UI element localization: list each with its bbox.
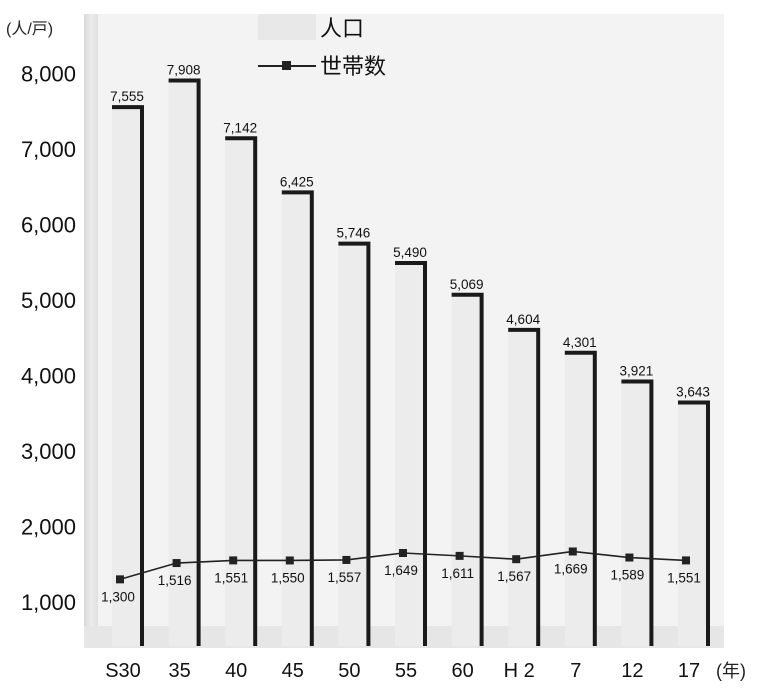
bar-edge xyxy=(395,261,427,646)
legend-line-label: 世帯数 xyxy=(320,54,386,79)
legend-line-marker xyxy=(282,61,291,70)
bar xyxy=(564,352,595,646)
x-tick-label: 45 xyxy=(282,660,304,682)
line-marker xyxy=(682,556,690,565)
y-tick-label: 2,000 xyxy=(21,515,76,540)
y-tick-label: 4,000 xyxy=(21,364,76,389)
bar-value-label: 7,555 xyxy=(110,89,144,104)
bar-value-label: 5,490 xyxy=(393,245,427,260)
bar-edge xyxy=(508,327,541,646)
line-marker xyxy=(229,556,238,565)
y-tick-label: 6,000 xyxy=(21,213,76,238)
legend: 人口 世帯数 xyxy=(258,14,386,79)
bar xyxy=(451,294,482,646)
y-tick-label: 8,000 xyxy=(21,62,76,87)
bar-edge xyxy=(281,190,314,646)
y-unit-label: (人/戸) xyxy=(6,20,53,38)
x-tick-label: 55 xyxy=(395,660,417,682)
bar-value-label: 7,908 xyxy=(167,62,201,77)
line-value-label: 1,567 xyxy=(497,569,531,584)
line-marker xyxy=(342,555,351,564)
x-tick-label: 60 xyxy=(451,660,473,682)
x-tick-label: 35 xyxy=(168,660,190,682)
bar-value-label: 3,921 xyxy=(620,363,654,378)
bar-value-label: 5,069 xyxy=(450,277,484,292)
bar-edge xyxy=(678,400,710,646)
x-axis-ticks: S30 35 40 45 50 55 60 H 2 7 12 17 xyxy=(105,660,700,682)
x-tick-label: 7 xyxy=(570,660,581,682)
line-value-label: 1,669 xyxy=(554,561,588,576)
bar xyxy=(678,402,708,646)
line-marker xyxy=(172,559,181,568)
line-value-label: 1,589 xyxy=(611,568,645,583)
line-marker xyxy=(116,575,124,584)
plot-backdrop-left-strip xyxy=(84,14,98,646)
line-series xyxy=(116,547,690,584)
bar xyxy=(168,80,199,647)
line-value-label: 1,557 xyxy=(328,570,362,585)
bar-edge xyxy=(338,241,371,646)
line-marker xyxy=(455,551,464,560)
x-tick-label: S30 xyxy=(105,660,141,682)
line-marker xyxy=(512,555,521,564)
x-unit-label: (年) xyxy=(716,661,746,681)
bar-value-label: 4,301 xyxy=(563,335,597,350)
x-tick-label: 12 xyxy=(621,660,643,682)
bar xyxy=(395,263,425,646)
bar xyxy=(112,107,142,646)
y-tick-label: 3,000 xyxy=(21,439,76,464)
bar-edge xyxy=(621,379,654,646)
line-value-label: 1,550 xyxy=(271,570,305,585)
bar-edge xyxy=(168,78,201,646)
bar-edge xyxy=(112,105,144,646)
legend-bar-label: 人口 xyxy=(320,16,364,41)
line-value-labels: 1,300 1,516 1,551 1,550 1,557 1,649 1,611 1,567… xyxy=(101,561,701,604)
bar-value-label: 5,746 xyxy=(337,226,371,241)
y-tick-label: 7,000 xyxy=(21,137,76,162)
x-tick-label: 50 xyxy=(338,660,360,682)
line-value-label: 1,551 xyxy=(214,570,248,585)
bar-value-label: 7,142 xyxy=(223,120,257,135)
x-tick-label: 40 xyxy=(225,660,247,682)
bar-edge xyxy=(225,136,258,646)
x-tick-label: 17 xyxy=(678,660,700,682)
bar xyxy=(508,329,539,646)
y-tick-label: 1,000 xyxy=(21,590,76,615)
line-marker xyxy=(399,549,407,558)
y-axis-ticks: 1,000 2,000 3,000 4,000 5,000 6,000 7,000 8,000 xyxy=(21,62,76,616)
legend-bar-swatch xyxy=(258,14,316,40)
y-tick-label: 5,000 xyxy=(21,288,76,313)
bar-value-labels: 7,555 7,908 7,142 6,425 5,746 5,490 5,069 4,604… xyxy=(110,62,710,399)
bar xyxy=(281,192,312,646)
line-marker xyxy=(625,553,634,562)
x-tick-label: H 2 xyxy=(504,660,535,682)
bar xyxy=(338,243,369,646)
line-value-label: 1,516 xyxy=(158,573,192,588)
line-value-label: 1,649 xyxy=(384,563,418,578)
bar-value-label: 4,604 xyxy=(506,312,540,327)
line-value-label: 1,551 xyxy=(667,570,701,585)
line-value-label: 1,300 xyxy=(101,589,135,604)
bar-edge xyxy=(451,292,484,646)
line-value-label: 1,611 xyxy=(441,566,474,581)
bar xyxy=(621,381,652,646)
bar-value-label: 6,425 xyxy=(280,174,314,189)
line-marker xyxy=(568,547,577,556)
bar-value-label: 3,643 xyxy=(676,384,710,399)
line-marker xyxy=(285,556,294,565)
bar-edge xyxy=(564,350,597,646)
